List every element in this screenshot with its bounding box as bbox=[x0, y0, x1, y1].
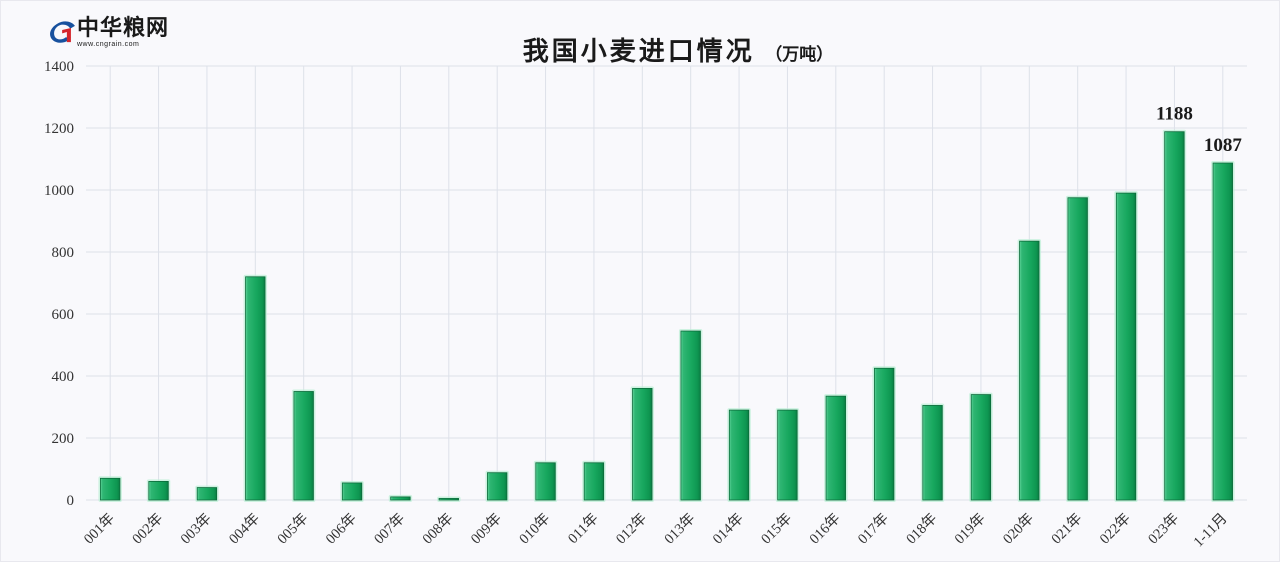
svg-text:1-11月: 1-11月 bbox=[1191, 511, 1231, 551]
svg-text:012年: 012年 bbox=[612, 510, 650, 548]
svg-text:021年: 021年 bbox=[1048, 510, 1086, 548]
svg-text:400: 400 bbox=[52, 369, 75, 385]
svg-text:200: 200 bbox=[52, 431, 75, 447]
svg-text:004年: 004年 bbox=[225, 510, 263, 548]
svg-text:010年: 010年 bbox=[516, 510, 554, 548]
svg-text:1400: 1400 bbox=[44, 59, 74, 75]
svg-text:0: 0 bbox=[67, 493, 75, 509]
svg-text:022年: 022年 bbox=[1096, 510, 1134, 548]
svg-text:018年: 018年 bbox=[903, 510, 941, 548]
svg-text:1200: 1200 bbox=[44, 121, 74, 137]
svg-text:800: 800 bbox=[52, 245, 75, 261]
svg-text:600: 600 bbox=[52, 307, 75, 323]
svg-text:009年: 009年 bbox=[467, 510, 505, 548]
svg-text:1000: 1000 bbox=[44, 183, 74, 199]
svg-text:016年: 016年 bbox=[806, 510, 844, 548]
svg-text:019年: 019年 bbox=[951, 510, 989, 548]
svg-text:023年: 023年 bbox=[1145, 510, 1183, 548]
svg-text:013年: 013年 bbox=[661, 510, 699, 548]
svg-text:003年: 003年 bbox=[177, 510, 215, 548]
svg-text:007年: 007年 bbox=[371, 510, 409, 548]
svg-text:017年: 017年 bbox=[854, 510, 892, 548]
svg-text:008年: 008年 bbox=[419, 510, 457, 548]
svg-text:1188: 1188 bbox=[1156, 104, 1193, 125]
svg-text:006年: 006年 bbox=[322, 510, 360, 548]
svg-text:020年: 020年 bbox=[999, 510, 1037, 548]
svg-text:005年: 005年 bbox=[274, 510, 312, 548]
svg-text:015年: 015年 bbox=[758, 510, 796, 548]
svg-text:002年: 002年 bbox=[129, 510, 167, 548]
svg-text:011年: 011年 bbox=[564, 510, 601, 547]
svg-text:1087: 1087 bbox=[1204, 135, 1243, 156]
svg-text:014年: 014年 bbox=[709, 510, 747, 548]
svg-text:001年: 001年 bbox=[80, 510, 118, 548]
